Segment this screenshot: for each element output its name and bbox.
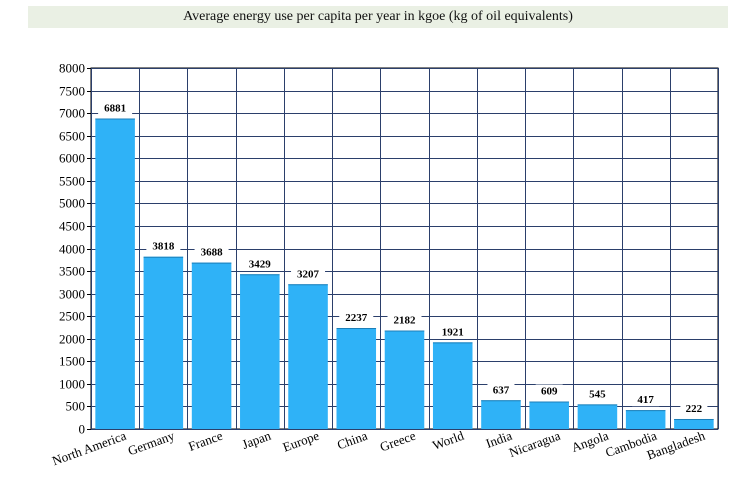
data-label: 2237 <box>345 312 368 324</box>
data-label-bg <box>339 311 374 325</box>
data-label: 3818 <box>152 241 175 253</box>
data-label-bg <box>291 267 326 281</box>
y-tick-label: 4500 <box>59 219 85 234</box>
data-label-bg <box>194 245 229 259</box>
bar <box>95 118 135 429</box>
y-tick-label: 7500 <box>59 84 85 99</box>
bar <box>143 256 184 429</box>
x-tick-label: Japan <box>240 428 273 452</box>
x-tick-label: Nicaragua <box>507 428 563 460</box>
x-tick-label: China <box>335 428 370 453</box>
bars <box>95 118 714 429</box>
data-label: 1921 <box>442 326 464 338</box>
data-label-bg <box>242 257 277 271</box>
y-tick-label: 1000 <box>59 377 85 392</box>
y-tick-label: 500 <box>66 399 86 414</box>
bar <box>191 262 232 429</box>
data-label-bg <box>680 401 708 415</box>
y-axis-labels: 0 500 1000 1500 2000 2500 3000 3500 4000 4500 5000… <box>59 61 85 437</box>
x-tick-label: World <box>430 428 466 453</box>
data-label: 6881 <box>104 102 126 114</box>
data-label-bg <box>387 313 422 327</box>
bar <box>336 328 377 429</box>
bar <box>240 274 280 429</box>
bar <box>384 330 425 429</box>
data-label: 545 <box>589 388 606 400</box>
data-label: 637 <box>493 384 510 396</box>
y-tick-label: 3500 <box>59 264 85 279</box>
bar <box>674 418 714 429</box>
data-label: 2182 <box>394 315 417 327</box>
x-tick-label: Greece <box>378 428 418 455</box>
bar <box>625 410 666 429</box>
y-tick-label: 2000 <box>59 332 85 347</box>
y-tick-label: 2500 <box>59 309 85 324</box>
bar <box>288 284 328 429</box>
x-tick-label: Germany <box>126 428 177 459</box>
data-label-bg <box>98 101 133 115</box>
chart-title: Average energy use per capita per year i… <box>183 9 573 24</box>
y-tick-label: 3000 <box>59 287 85 302</box>
bar <box>432 342 473 429</box>
y-tick-label: 0 <box>79 422 86 437</box>
y-tick-label: 5500 <box>59 174 85 189</box>
data-label-bg <box>487 383 515 397</box>
y-tick-label: 7000 <box>59 106 85 121</box>
y-tick-label: 1500 <box>59 354 85 369</box>
data-label: 222 <box>686 403 703 415</box>
y-tick-label: 6500 <box>59 129 85 144</box>
chart-title-bar: Average energy use per capita per year i… <box>28 6 728 28</box>
y-tick-label: 6000 <box>59 151 85 166</box>
data-label-bg <box>535 384 563 398</box>
bar <box>577 404 618 429</box>
data-label-bg <box>583 387 611 401</box>
bar <box>529 401 569 429</box>
data-label: 609 <box>541 386 558 398</box>
data-label: 3429 <box>249 258 272 270</box>
data-label: 3207 <box>297 268 320 280</box>
data-label-bg <box>435 325 470 339</box>
bar <box>481 400 521 429</box>
data-labels: 6881 3818 3688 3429 3207 2237 2182 1921 637 609 54… <box>98 101 708 415</box>
data-label-bg <box>146 239 181 253</box>
data-label: 417 <box>637 394 654 406</box>
data-label: 3688 <box>201 247 224 259</box>
data-label-bg <box>632 393 660 407</box>
y-tick-label: 5000 <box>59 196 85 211</box>
x-tick-label: North America <box>50 428 128 469</box>
y-tick-label: 4000 <box>59 242 85 257</box>
y-tick-label: 8000 <box>59 61 85 76</box>
x-tick-label: France <box>186 428 225 454</box>
x-tick-label: Europe <box>281 428 322 455</box>
